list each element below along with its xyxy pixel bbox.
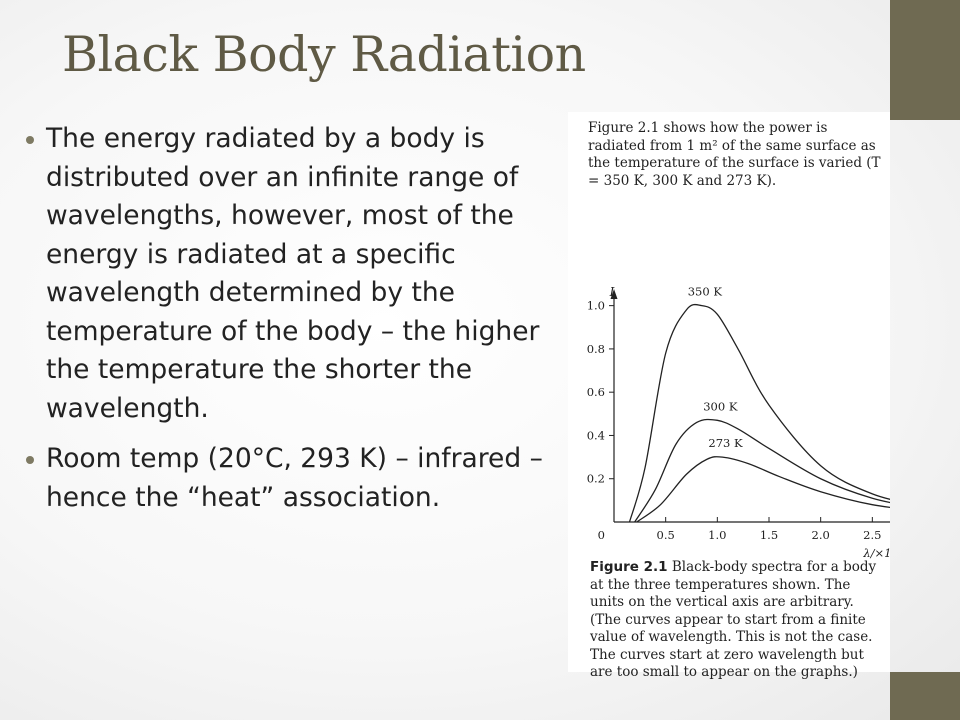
- x-tick-label: 2.5: [863, 528, 881, 542]
- bullet-item: The energy radiated by a body is distrib…: [26, 120, 566, 428]
- x-tick-label: 2.0: [812, 528, 830, 542]
- caption-text: Black-body spectra for a body at the thr…: [590, 559, 877, 680]
- figure-panel: Figure 2.1 shows how the power is radiat…: [568, 112, 890, 680]
- series-line-300k: [634, 418, 890, 523]
- accent-block-bottom: [890, 672, 960, 720]
- series-line-273k: [636, 456, 890, 523]
- y-tick-label: 0.4: [587, 428, 605, 442]
- figure-caption: Figure 2.1 Black-body spectra for a body…: [590, 559, 888, 682]
- y-tick-label: 0.8: [587, 342, 605, 356]
- bullet-item: Room temp (20°C, 293 K) – infrared – hen…: [26, 440, 566, 517]
- bullet-list: The energy radiated by a body is distrib…: [26, 120, 566, 529]
- figure-intro-text: Figure 2.1 shows how the power is radiat…: [588, 120, 881, 189]
- x-tick-label: 1.5: [760, 528, 778, 542]
- series-label: 273 K: [708, 436, 743, 450]
- y-axis-label: I: [609, 285, 615, 299]
- bullet-text: The energy radiated by a body is distrib…: [46, 123, 540, 424]
- series-line-350k: [628, 303, 890, 523]
- x-tick-label: 1.0: [708, 528, 726, 542]
- x-axis-label: λ/×10⁻⁵ m: [862, 546, 890, 560]
- bullet-dot-icon: [26, 136, 34, 144]
- origin-label: 0: [598, 528, 605, 542]
- y-tick-label: 0.2: [587, 472, 605, 486]
- caption-label: Figure 2.1: [590, 559, 668, 575]
- y-tick-label: 0.6: [587, 385, 605, 399]
- y-axis-arrow: [610, 289, 618, 299]
- x-tick-label: 0.5: [657, 528, 675, 542]
- slide-title: Black Body Radiation: [62, 26, 586, 83]
- accent-block-top: [890, 0, 960, 120]
- series-label: 350 K: [688, 285, 723, 299]
- bullet-dot-icon: [26, 456, 34, 464]
- bullet-text: Room temp (20°C, 293 K) – infrared – hen…: [46, 443, 543, 513]
- series-label: 300 K: [703, 399, 738, 413]
- blackbody-chart: 0.20.40.60.81.00.51.01.52.02.53.00Iλ/×10…: [587, 285, 890, 560]
- y-tick-label: 1.0: [587, 299, 605, 313]
